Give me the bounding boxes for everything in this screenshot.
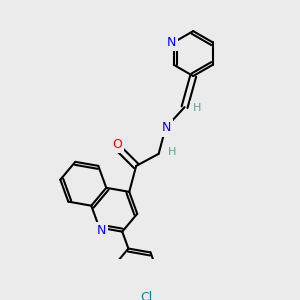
Text: N: N [167, 36, 176, 49]
Text: H: H [167, 147, 176, 157]
Text: N: N [162, 122, 171, 134]
Text: N: N [96, 224, 106, 237]
Text: O: O [112, 138, 122, 151]
Text: H: H [193, 103, 201, 113]
Text: Cl: Cl [140, 291, 152, 300]
